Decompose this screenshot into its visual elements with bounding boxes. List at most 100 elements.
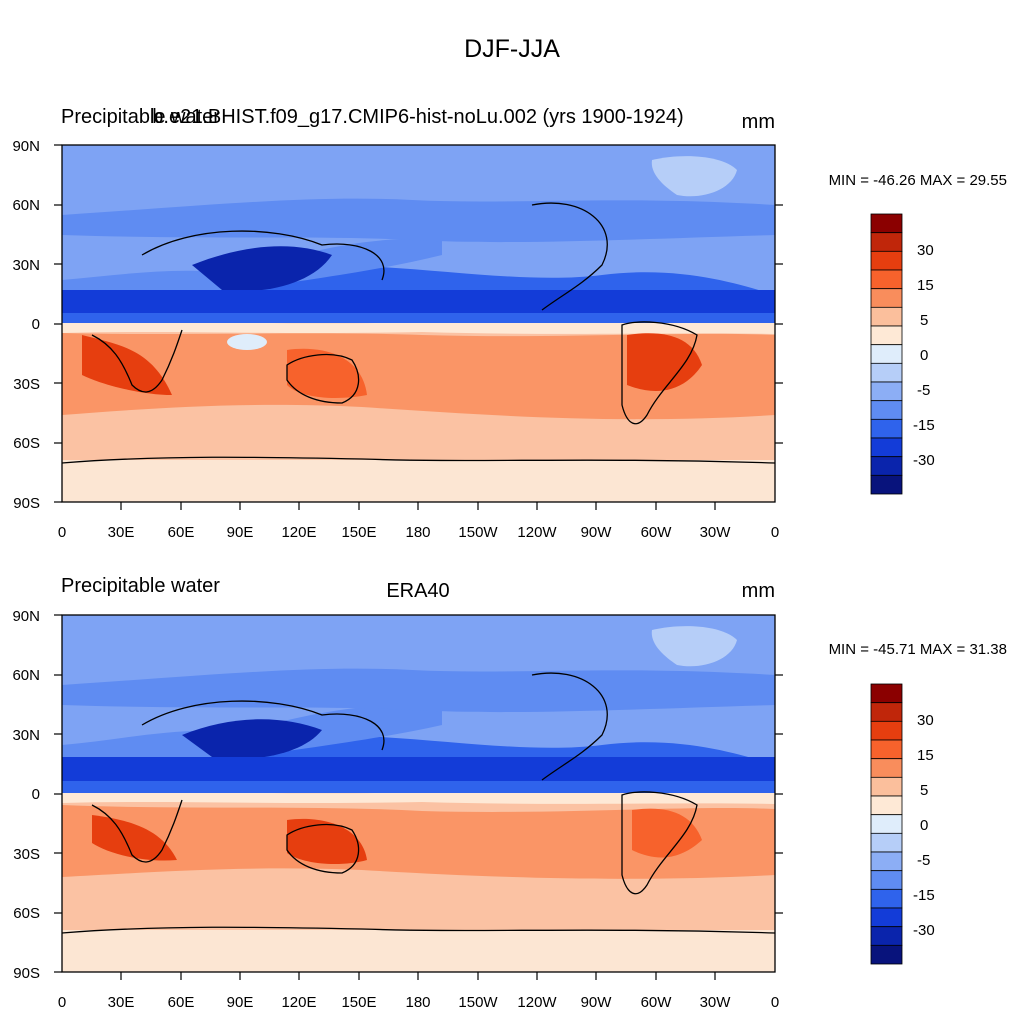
panel-obs: Precipitable water ERA40 mm — [12, 575, 1007, 1011]
colorbar-label: -5 — [917, 852, 930, 869]
y-tick-label: 0 — [32, 316, 40, 333]
y-tick-label: 90S — [13, 965, 40, 982]
colorbar-swatch — [870, 400, 903, 420]
panel-obs-tick-marks — [54, 614, 783, 980]
colorbar-swatch — [870, 232, 903, 252]
colorbar-swatch — [870, 702, 903, 722]
colorbar-swatch — [870, 739, 903, 760]
colorbar-swatch — [870, 250, 903, 271]
colorbar-label: -15 — [913, 417, 935, 434]
colorbar-swatch — [870, 907, 903, 928]
y-tick-label: 0 — [32, 786, 40, 803]
panel-obs-left-title: Precipitable water — [61, 575, 220, 597]
y-tick-label: 60S — [13, 435, 40, 452]
x-tick-label: 60E — [168, 994, 195, 1011]
x-tick-label: 120E — [281, 524, 316, 541]
colorbar-swatch — [870, 944, 903, 965]
colorbar-swatch — [870, 776, 903, 797]
colorbar-label: -30 — [913, 922, 935, 939]
x-tick-label: 0 — [771, 524, 779, 541]
colorbar-obs: 30 15 5 0 -5 -15 -30 — [870, 683, 935, 965]
panel-obs-units: mm — [742, 580, 775, 602]
panel-model-stats: MIN = -46.26 MAX = 29.55 — [829, 172, 1007, 189]
x-tick-label: 120E — [281, 994, 316, 1011]
x-tick-label: 60W — [641, 994, 673, 1011]
panel-obs-y-ticks: 90N 60N 30N 0 30S 60S 90S — [12, 608, 40, 982]
y-tick-label: 60S — [13, 905, 40, 922]
colorbar-swatch — [870, 362, 903, 383]
colorbar-label: -5 — [917, 382, 930, 399]
colorbar-swatch — [870, 344, 903, 364]
colorbar-swatch — [870, 720, 903, 741]
y-tick-label: 90N — [12, 138, 40, 155]
x-tick-label: 30W — [700, 994, 732, 1011]
colorbar-swatch — [870, 926, 903, 946]
colorbar-swatch — [870, 851, 903, 872]
panel-obs-x-ticks: 0 30E 60E 90E 120E 150E 180 150W 120W 90… — [58, 994, 779, 1011]
x-tick-label: 60W — [641, 524, 673, 541]
colorbar-swatch — [870, 814, 903, 834]
colorbar-model: 30 15 5 0 -5 -15 -30 — [870, 213, 935, 495]
colorbar-label: 0 — [920, 347, 928, 364]
colorbar-label: 15 — [917, 277, 934, 294]
colorbar-swatch — [870, 683, 903, 704]
y-tick-label: 90N — [12, 608, 40, 625]
x-tick-label: 0 — [58, 994, 66, 1011]
colorbar-swatch — [870, 269, 903, 290]
y-tick-label: 30S — [13, 846, 40, 863]
colorbar-swatch — [870, 325, 903, 346]
panel-model-center-title: b.e21.BHIST.f09_g17.CMIP6-hist-noLu.002 … — [152, 106, 683, 128]
panel-obs-stats: MIN = -45.71 MAX = 31.38 — [829, 641, 1007, 658]
colorbar-swatch — [870, 437, 903, 458]
x-tick-label: 0 — [771, 994, 779, 1011]
panel-model-units: mm — [742, 111, 775, 133]
colorbar-swatch — [870, 474, 903, 495]
colorbar-swatch — [870, 888, 903, 909]
x-tick-label: 150W — [458, 524, 498, 541]
x-tick-label: 30W — [700, 524, 732, 541]
colorbar-label: 5 — [920, 782, 928, 799]
colorbar-swatch — [870, 832, 903, 853]
colorbar-swatch — [870, 758, 903, 778]
x-tick-label: 150E — [341, 524, 376, 541]
colorbar-swatch — [870, 306, 903, 327]
x-tick-label: 150E — [341, 994, 376, 1011]
x-tick-label: 30E — [108, 994, 135, 1011]
panel-obs-map — [62, 615, 775, 972]
x-tick-label: 120W — [517, 994, 557, 1011]
y-tick-label: 30N — [12, 257, 40, 274]
colorbar-label: 15 — [917, 747, 934, 764]
x-tick-label: 30E — [108, 524, 135, 541]
colorbar-swatch — [870, 795, 903, 816]
x-tick-label: 60E — [168, 524, 195, 541]
panel-model-left-title: Precipitable water — [61, 106, 220, 128]
colorbar-label: -15 — [913, 887, 935, 904]
x-tick-label: 180 — [405, 524, 430, 541]
y-tick-label: 60N — [12, 197, 40, 214]
colorbar-label: -30 — [913, 452, 935, 469]
colorbar-label: 5 — [920, 312, 928, 329]
panel-model-tick-marks — [54, 144, 783, 510]
x-tick-label: 150W — [458, 994, 498, 1011]
panel-obs-center-title: ERA40 — [386, 580, 449, 602]
panel-model-map — [62, 145, 775, 502]
x-tick-label: 0 — [58, 524, 66, 541]
colorbar-swatch — [870, 288, 903, 308]
colorbar-swatch — [870, 381, 903, 402]
x-tick-label: 90W — [581, 524, 613, 541]
colorbar-swatch — [870, 870, 903, 890]
y-tick-label: 30N — [12, 727, 40, 744]
x-tick-label: 90E — [227, 994, 254, 1011]
colorbar-swatch — [870, 213, 903, 234]
x-tick-label: 180 — [405, 994, 430, 1011]
y-tick-label: 30S — [13, 376, 40, 393]
x-tick-label: 90E — [227, 524, 254, 541]
y-tick-label: 60N — [12, 667, 40, 684]
panel-model-x-ticks: 0 30E 60E 90E 120E 150E 180 150W 120W 90… — [58, 524, 779, 541]
colorbar-swatch — [870, 418, 903, 439]
colorbar-label: 30 — [917, 712, 934, 729]
colorbar-swatch — [870, 456, 903, 476]
panel-model: Precipitable water b.e21.BHIST.f09_g17.C… — [12, 106, 1007, 541]
panel-model-y-ticks: 90N 60N 30N 0 30S 60S 90S — [12, 138, 40, 512]
